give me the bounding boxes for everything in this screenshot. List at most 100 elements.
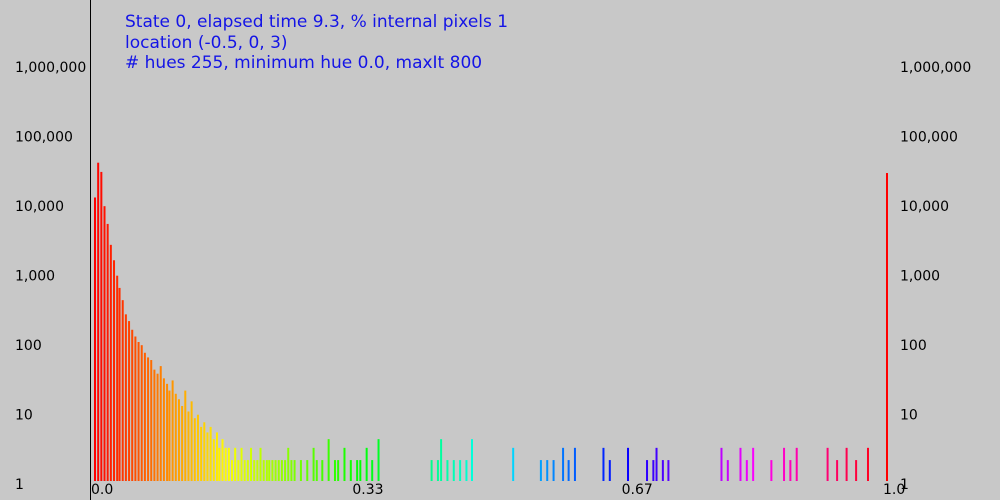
y-tick-label: 10,000: [15, 199, 64, 215]
bar: [113, 260, 116, 481]
bar: [128, 321, 131, 481]
bar: [512, 447, 515, 481]
bar: [106, 223, 109, 482]
bar: [436, 460, 439, 481]
bar: [134, 336, 137, 481]
bar: [866, 447, 869, 481]
bar: [452, 460, 455, 481]
bar: [655, 447, 658, 481]
y-tick-label: 100,000: [15, 130, 73, 146]
bar: [789, 460, 792, 481]
bar: [234, 447, 237, 481]
y-tick-label-right: 1,000,000: [900, 60, 971, 76]
bar: [377, 439, 380, 481]
bar: [218, 447, 221, 481]
bar: [246, 460, 249, 481]
bar: [836, 460, 839, 481]
bar: [315, 460, 318, 481]
y-tick-label-right: 1,000: [900, 269, 940, 285]
bar: [739, 447, 742, 481]
bar: [174, 393, 177, 481]
bar: [470, 439, 473, 481]
bar: [259, 447, 262, 481]
bar: [196, 414, 199, 481]
bar: [459, 460, 462, 481]
bar: [726, 460, 729, 481]
bar: [116, 275, 119, 481]
bar: [795, 447, 798, 481]
bar: [306, 460, 309, 481]
bar: [667, 460, 670, 481]
y-tick-label-right: 10,000: [900, 199, 949, 215]
bar: [97, 162, 100, 481]
bar: [237, 460, 240, 481]
bar: [243, 460, 246, 481]
bar: [627, 447, 630, 481]
x-tick-label: 1.0: [883, 482, 905, 498]
bar: [337, 460, 340, 481]
bar: [646, 460, 649, 481]
bar: [661, 460, 664, 481]
bar: [430, 460, 433, 481]
bar: [446, 460, 449, 481]
y-tick-label: 1,000: [15, 269, 55, 285]
bar: [277, 460, 280, 481]
y-tick-label-right: 100: [900, 338, 927, 354]
x-tick-label: 0.0: [91, 482, 113, 498]
y-tick-label-right: 100,000: [900, 130, 958, 146]
bar: [262, 460, 265, 481]
bar: [752, 447, 755, 481]
bar: [826, 447, 829, 481]
bar: [200, 426, 203, 481]
bar: [168, 390, 171, 481]
bar: [118, 287, 121, 481]
bar: [608, 460, 611, 481]
bar: [280, 460, 283, 481]
bar: [371, 460, 374, 481]
bar: [124, 314, 127, 481]
bar: [190, 401, 193, 481]
bar: [150, 360, 153, 481]
x-tick-label: 0.67: [622, 482, 653, 498]
bar: [321, 460, 324, 481]
bar: [359, 460, 362, 481]
bar: [312, 447, 315, 481]
bar: [177, 399, 180, 481]
bar: [224, 447, 227, 481]
bar: [268, 460, 271, 481]
bar: [567, 460, 570, 481]
y-tick-label: 100: [15, 338, 42, 354]
bar: [745, 460, 748, 481]
y-tick-label: 1: [15, 477, 24, 493]
y-tick-label: 10: [15, 408, 33, 424]
bar: [137, 342, 140, 481]
bar: [465, 460, 468, 481]
bar: [253, 460, 256, 481]
bar: [209, 426, 212, 481]
bar: [720, 447, 723, 481]
bar: [293, 460, 296, 481]
bar: [166, 383, 169, 481]
bar: [250, 447, 253, 481]
bar: [206, 432, 209, 481]
bar: [343, 447, 346, 481]
bar: [187, 411, 190, 481]
bar: [770, 460, 773, 481]
bar: [184, 390, 187, 481]
bar: [573, 447, 576, 481]
bar: [886, 173, 888, 482]
bar: [327, 439, 330, 481]
y-tick-label: 1,000,000: [15, 60, 86, 76]
bar: [855, 460, 858, 481]
bar: [287, 447, 290, 481]
bar: [274, 460, 277, 481]
bar: [103, 206, 106, 481]
bar: [290, 460, 293, 481]
bar: [240, 447, 243, 481]
bar: [140, 345, 143, 481]
bar: [156, 373, 159, 481]
bar: [284, 460, 287, 481]
bar: [440, 439, 443, 481]
bar: [333, 460, 336, 481]
